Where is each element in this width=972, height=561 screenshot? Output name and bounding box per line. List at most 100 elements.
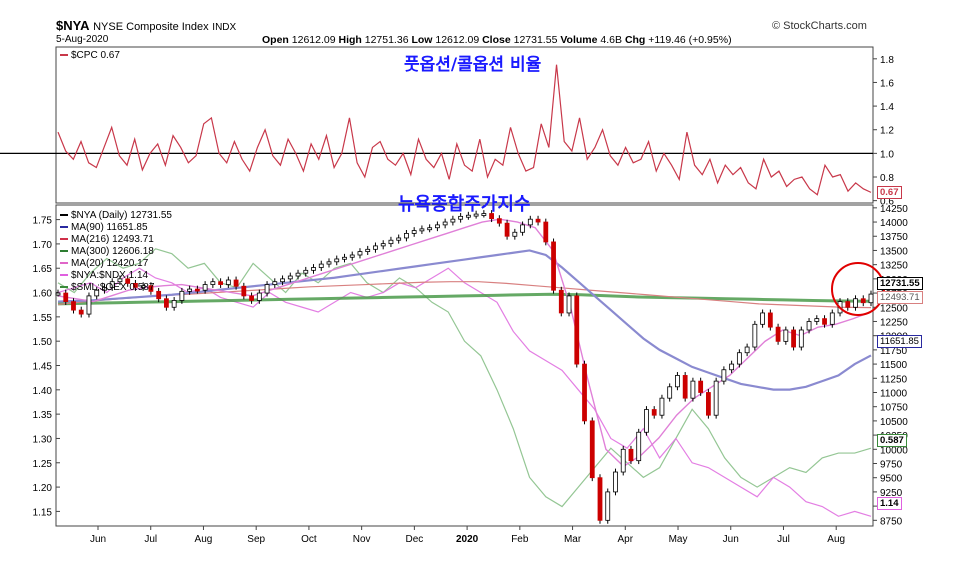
- ratio-tick-label: 1.50: [33, 337, 53, 348]
- price-candle: [520, 224, 525, 233]
- price-candle: [814, 318, 820, 322]
- price-candle: [551, 241, 556, 291]
- x-tick-label: Apr: [618, 534, 634, 545]
- price-tick-label: 10000: [880, 445, 908, 456]
- legend-main: $NYA (Daily) 12731.55 MA(90) 11651.85 MA…: [60, 210, 172, 294]
- price-candle: [194, 288, 200, 292]
- price-candle: [419, 228, 425, 232]
- price-candle: [504, 222, 510, 237]
- cpc-tick-label: 0.6: [880, 197, 894, 208]
- exchange: INDX: [212, 22, 237, 33]
- chg-value: +119.46 (+0.95%): [648, 34, 732, 46]
- close-label: Close: [482, 34, 511, 46]
- tag-sml-oex: 0.587: [877, 434, 907, 447]
- price-candle: [86, 295, 92, 315]
- legend-swatch: [60, 274, 68, 277]
- legend-item-ma300: MA(300) 12606.18: [60, 246, 172, 258]
- ratio-tick-label: 1.35: [33, 410, 53, 421]
- price-candle: [829, 312, 835, 325]
- header-date: 5-Aug-2020: [56, 34, 109, 45]
- x-tick-label: Jun: [90, 534, 106, 545]
- price-tick-label: 9750: [880, 460, 903, 471]
- price-candle: [427, 227, 433, 231]
- price-tick-label: 11000: [880, 388, 908, 399]
- price-tick-label: 11750: [880, 346, 908, 357]
- price-candle: [845, 301, 851, 308]
- ratio-tick-label: 1.55: [33, 313, 53, 324]
- price-candle: [357, 251, 363, 256]
- price-candle: [767, 312, 773, 328]
- price-candle: [806, 321, 812, 331]
- legend-cpc: $CPC 0.67: [60, 50, 120, 62]
- cpc-tick-label: 1.2: [880, 126, 894, 137]
- price-tick-label: 12250: [880, 317, 908, 328]
- price-candle: [465, 214, 471, 218]
- price-candle: [71, 301, 76, 311]
- price-candle: [853, 298, 858, 308]
- price-candle: [125, 278, 131, 284]
- chg-label: Chg: [624, 34, 646, 46]
- price-candle: [605, 491, 611, 521]
- price-candle: [202, 284, 208, 291]
- price-candle: [860, 298, 866, 304]
- price-candle: [760, 312, 765, 325]
- price-candle: [736, 352, 742, 365]
- price-candle: [102, 286, 107, 291]
- x-tick-label: Sep: [247, 534, 265, 545]
- ratio-tick-label: 1.60: [33, 289, 53, 300]
- cpc-tick-label: 0.8: [880, 173, 894, 184]
- price-candle: [179, 290, 185, 301]
- price-candle: [690, 380, 696, 399]
- legend-label: $NYA:$NDX 1.14: [71, 270, 149, 281]
- ma20-line: [57, 218, 872, 468]
- price-candle: [527, 218, 533, 226]
- price-candle: [574, 295, 580, 365]
- legend-item-nya-ndx: $NYA:$NDX 1.14: [60, 270, 172, 282]
- ratio-tick-label: 1.15: [33, 507, 53, 518]
- ratio-tick-label: 1.75: [33, 216, 53, 227]
- low-label: Low: [411, 34, 433, 46]
- price-tick-label: 13750: [880, 232, 908, 243]
- price-candle: [729, 363, 735, 371]
- price-candle: [233, 279, 239, 287]
- legend-swatch: [60, 238, 68, 241]
- price-candle: [373, 245, 378, 250]
- cpc-tick-label: 1.0: [880, 149, 894, 160]
- price-candle: [775, 326, 781, 342]
- ma300-line: [57, 292, 872, 306]
- brand[interactable]: © StockCharts.com: [772, 20, 867, 32]
- price-candle: [450, 218, 456, 223]
- price-candle: [783, 329, 789, 342]
- price-candle: [55, 292, 61, 296]
- price-candle: [318, 263, 324, 268]
- ma90-line: [57, 249, 872, 391]
- x-tick-label: Jun: [723, 534, 739, 545]
- price-candle: [311, 267, 316, 271]
- high-label: High: [338, 34, 362, 46]
- price-candle: [264, 284, 270, 294]
- price-candle: [822, 318, 827, 325]
- price-tick-label: 14000: [880, 218, 908, 229]
- ratio-tick-label: 1.25: [33, 459, 53, 470]
- low-value: 12612.09: [435, 34, 480, 46]
- tag-cpc: 0.67: [877, 186, 902, 199]
- tag-ma216: 12493.71: [877, 291, 923, 304]
- x-tick-label: Feb: [511, 534, 529, 545]
- sml-oex-line: [57, 248, 872, 508]
- price-candle: [582, 363, 587, 422]
- price-candle: [295, 272, 301, 277]
- volume-label: Volume: [560, 34, 598, 46]
- legend-swatch: [60, 262, 68, 265]
- price-tick-label: 11250: [880, 374, 908, 385]
- open-value: 12612.09: [291, 34, 336, 46]
- x-tick-label: Dec: [405, 534, 423, 545]
- price-tick-label: 14250: [880, 204, 908, 215]
- x-tick-label: Nov: [353, 534, 371, 545]
- price-candle: [628, 448, 634, 462]
- price-candle: [63, 292, 69, 302]
- price-candle: [698, 380, 704, 393]
- price-candle: [752, 323, 758, 348]
- price-candle: [442, 221, 448, 226]
- price-candle: [396, 237, 402, 241]
- price-candle: [78, 309, 84, 315]
